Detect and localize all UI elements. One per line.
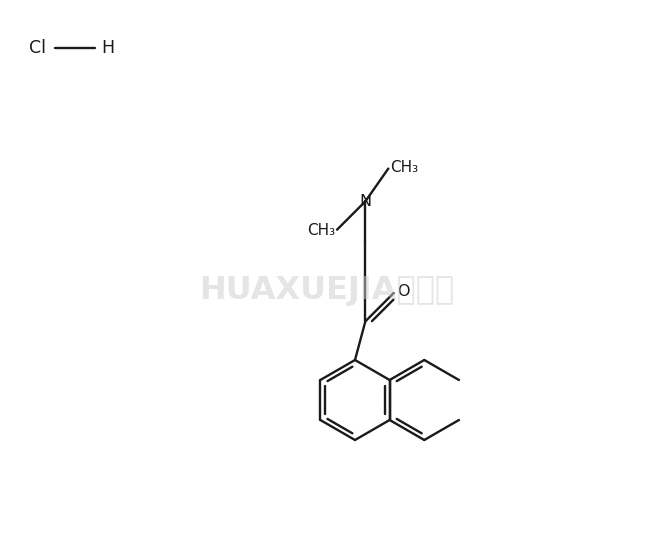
Text: CH₃: CH₃ bbox=[307, 223, 335, 238]
Text: HUAXUEJIA化学加: HUAXUEJIA化学加 bbox=[199, 274, 455, 306]
Text: N: N bbox=[359, 194, 371, 209]
Text: CH₃: CH₃ bbox=[390, 160, 419, 175]
Text: Cl: Cl bbox=[29, 39, 46, 57]
Text: O: O bbox=[398, 283, 410, 298]
Text: H: H bbox=[101, 39, 114, 57]
